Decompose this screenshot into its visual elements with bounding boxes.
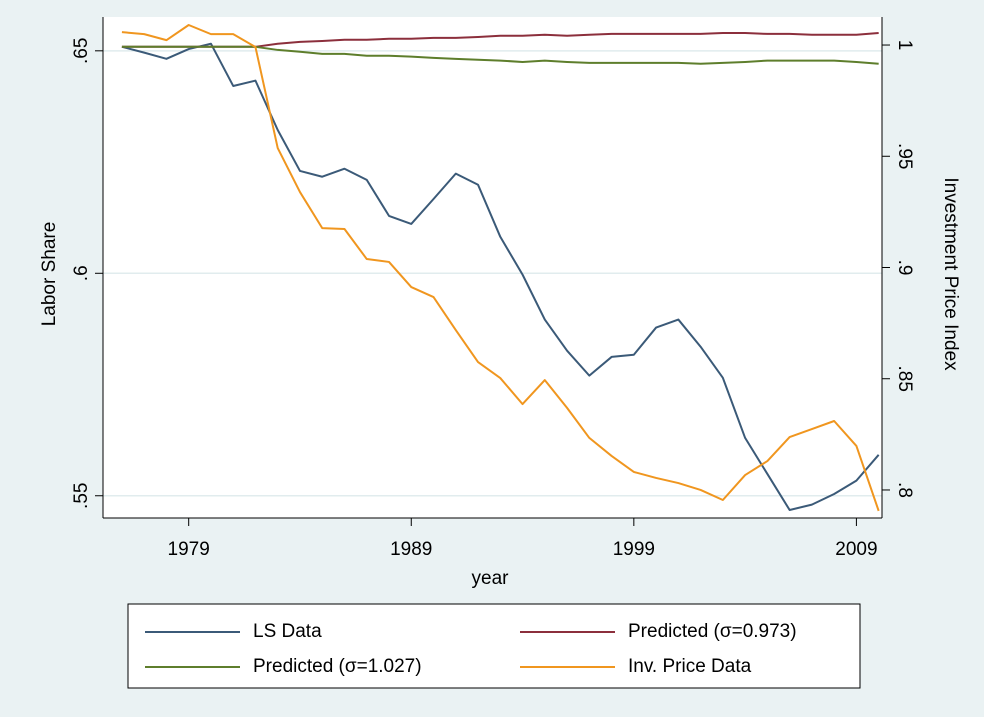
legend-label: Predicted (σ=0.973) — [628, 621, 797, 642]
legend-label: Inv. Price Data — [628, 656, 752, 677]
y2-tick-label: .9 — [894, 260, 915, 276]
x-tick-label: 2009 — [835, 539, 877, 560]
series-line — [121, 24, 880, 512]
plot-area — [103, 17, 882, 518]
y2-tick-label: .85 — [894, 366, 915, 392]
x-axis-title: year — [472, 568, 510, 589]
series-line — [121, 42, 880, 511]
x-tick-label: 1999 — [613, 539, 655, 560]
y-tick-label: .6 — [71, 265, 92, 281]
legend: LS Data Predicted (σ=0.973) Predicted (σ=1… — [127, 603, 861, 689]
y2-tick-label: .95 — [894, 143, 915, 169]
y2-tick-label: .8 — [894, 482, 915, 498]
y2-axis-title: Investment Price Index — [940, 177, 961, 371]
x-tick-label: 1979 — [168, 539, 210, 560]
y-axis-title: Labor Share — [39, 222, 60, 327]
series-line — [121, 45, 879, 65]
x-tick-label: 1989 — [390, 539, 432, 560]
y-tick-label: .55 — [71, 483, 92, 509]
legend-label: LS Data — [253, 621, 322, 642]
legend-box — [127, 603, 861, 689]
y2-tick-label: 1 — [894, 40, 915, 51]
y-tick-label: .65 — [71, 38, 92, 64]
legend-label: Predicted (σ=1.027) — [253, 656, 422, 677]
